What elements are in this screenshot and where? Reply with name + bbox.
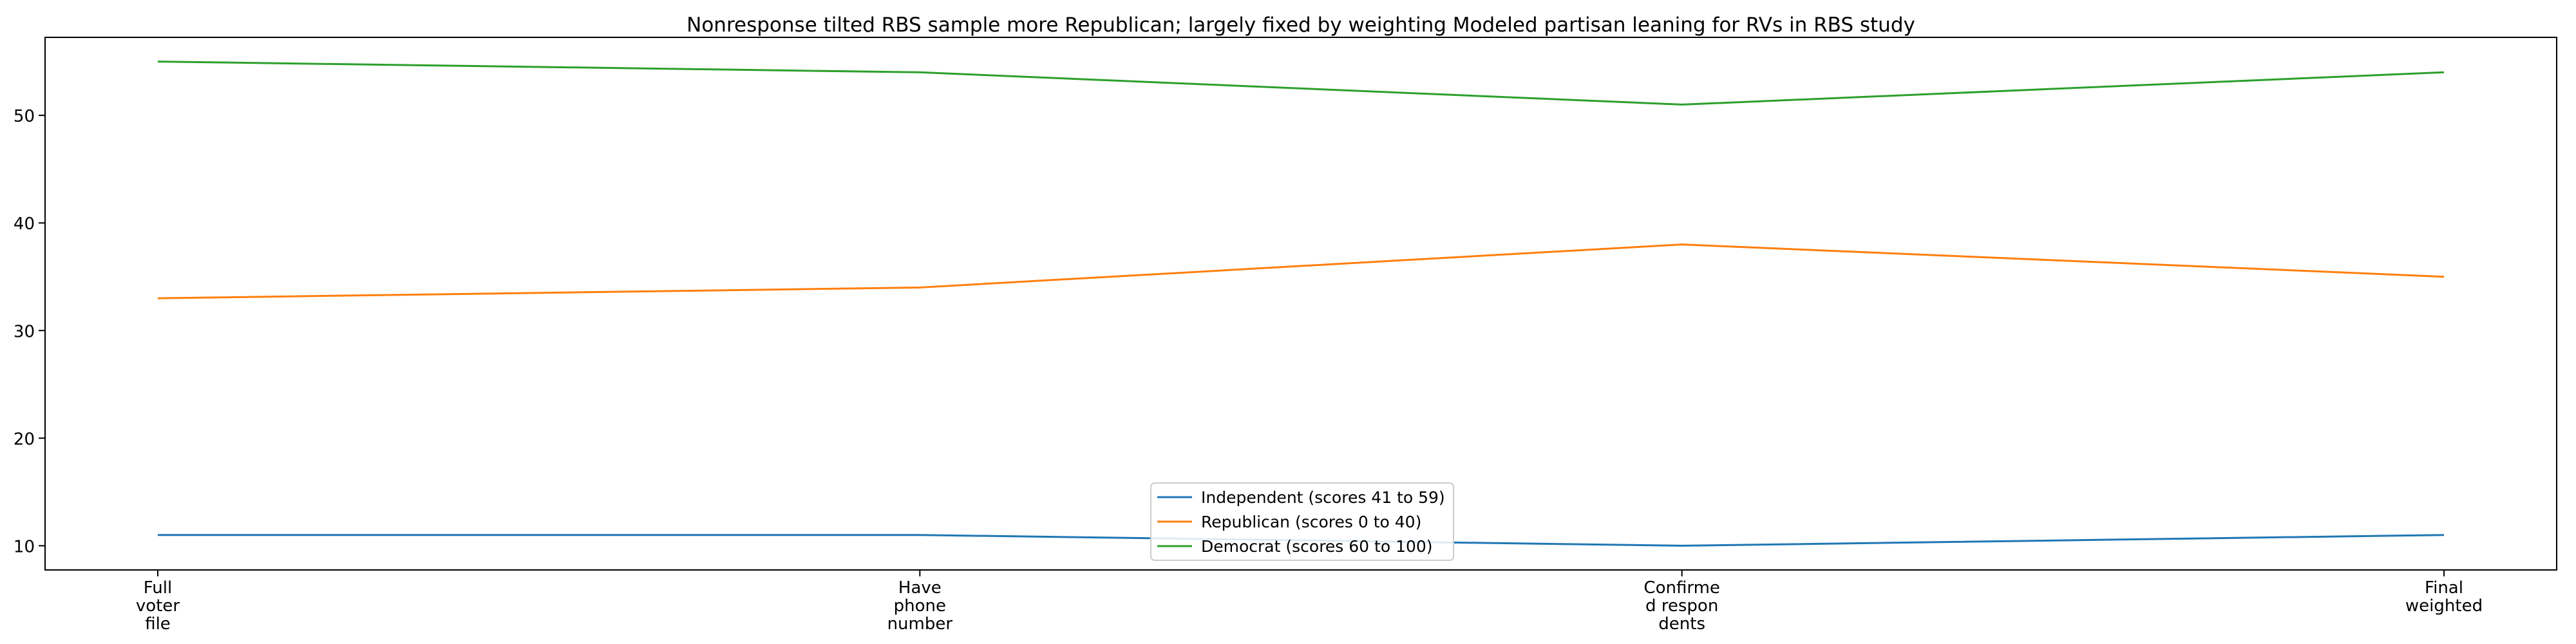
chart-title: Nonresponse tilted RBS sample more Repub… [687, 14, 1915, 37]
x-axis: Full voter file Have phone number Confirme d re… [136, 570, 2483, 634]
y-tick-label: 40 [14, 214, 35, 234]
x-tick-label: Have phone number [887, 578, 953, 634]
x-tick-label-line: weighted [2405, 596, 2483, 616]
x-tick-label-line: voter [136, 596, 180, 616]
y-axis: 10 20 30 40 50 [14, 107, 45, 556]
x-tick-label-line: d respon [1645, 596, 1718, 616]
x-tick-label: Confirme d respon dents [1643, 578, 1719, 634]
series-lines [157, 61, 2445, 547]
x-tick-label-line: Full [144, 578, 172, 598]
y-tick-label: 10 [14, 537, 35, 556]
x-tick-label-line: dents [1658, 614, 1705, 634]
x-tick-label-line: file [145, 614, 171, 634]
x-tick-label-line: Final [2425, 578, 2463, 598]
plot-frame [44, 37, 2557, 571]
x-tick-label-line: phone [894, 596, 946, 616]
series-line-1 [157, 243, 2445, 299]
x-tick-label-line: Confirme [1643, 578, 1719, 598]
series-line-2 [157, 61, 2445, 106]
x-tick-label: Final weighted [2405, 578, 2483, 616]
x-tick-label-line: Have [898, 578, 942, 598]
legend-box [1150, 482, 1454, 561]
legend-label: Republican (scores 0 to 40) [1201, 513, 1421, 531]
y-tick-label: 20 [14, 430, 35, 449]
x-tick-label: Full voter file [136, 578, 180, 634]
legend-label: Democrat (scores 60 to 100) [1201, 537, 1433, 556]
legend-label: Independent (scores 41 to 59) [1201, 488, 1445, 507]
legend: Independent (scores 41 to 59) Republican … [1150, 482, 1454, 561]
x-tick-label-line: number [887, 614, 953, 634]
y-tick-label: 50 [14, 107, 35, 126]
y-tick-label: 30 [14, 322, 35, 341]
